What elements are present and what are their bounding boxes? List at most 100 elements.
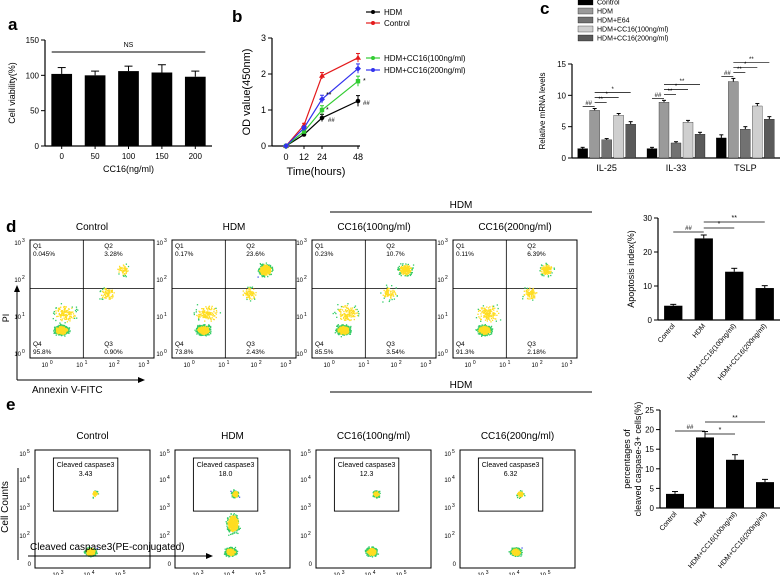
- d-scatter-point: [204, 314, 207, 316]
- a-x-label: CC16(ng/ml): [103, 164, 154, 174]
- d-scatter-point: [64, 314, 67, 316]
- d-scatter-point: [255, 291, 257, 294]
- d-scatter-point: [54, 328, 56, 330]
- d-scatter-point: [344, 306, 346, 308]
- d-scatter-point: [113, 292, 115, 294]
- d-x-tick-base: 10: [280, 363, 287, 369]
- d-scatter-point: [108, 291, 110, 294]
- d-scatter-point: [198, 316, 200, 318]
- d-scatter-point: [249, 297, 251, 300]
- d-scatter-point: [55, 330, 58, 332]
- d-scatter-point: [340, 315, 342, 318]
- d-scatter-point: [198, 311, 201, 313]
- d-scatter-point: [58, 332, 60, 335]
- d-scatter-point: [124, 270, 126, 272]
- d-scatter-point: [106, 291, 108, 294]
- d-scatter-point: [346, 316, 348, 318]
- b-point: [319, 115, 325, 121]
- d-scatter-point: [342, 329, 345, 332]
- d-scatter-point: [67, 319, 70, 321]
- d-scatter-point: [264, 274, 266, 276]
- d-scatter-point: [71, 306, 73, 308]
- d-scatter-point: [206, 334, 209, 336]
- d-scatter-point: [345, 327, 347, 329]
- d-scatter-point: [200, 331, 202, 334]
- d-scatter-point: [392, 291, 394, 293]
- d-scatter-point: [266, 268, 268, 270]
- d-quadrant-value: 0.90%: [104, 349, 123, 356]
- d-scatter-point: [205, 325, 208, 328]
- d-scatter-point: [259, 266, 262, 268]
- d-quadrant-name: Q1: [315, 243, 324, 250]
- d-scatter-point: [391, 285, 393, 287]
- d-scatter-point: [247, 296, 249, 298]
- b-legend-label: HDM: [384, 8, 403, 17]
- d-scatter-point: [388, 287, 391, 290]
- d-scatter-point: [102, 295, 105, 297]
- d-scatter-point: [341, 324, 343, 326]
- d-quadrant-name: Q4: [33, 341, 42, 348]
- d-scatter-point: [402, 270, 404, 272]
- d-scatter-point: [66, 332, 68, 334]
- c-legend-swatch: [577, 25, 594, 33]
- d-scatter-point: [390, 290, 392, 292]
- d-scatter-point: [65, 306, 67, 308]
- d-scatter-point: [343, 327, 346, 329]
- d-scatter-point: [345, 326, 347, 328]
- d-scatter-point: [64, 328, 67, 331]
- d-scatter-point: [215, 313, 218, 315]
- d-scatter-point: [399, 273, 402, 275]
- b-point: [301, 125, 307, 131]
- d-scatter-point: [215, 316, 217, 319]
- d-scatter-point: [268, 265, 270, 268]
- d-scatter-point: [349, 319, 351, 322]
- d-scatter-point: [264, 270, 266, 272]
- d-scatter-point: [341, 305, 344, 308]
- d-scatter-point: [206, 311, 208, 313]
- d-scatter-point: [61, 318, 63, 320]
- d-scatter-point: [204, 320, 206, 322]
- d-scatter-point: [196, 326, 199, 328]
- d-scatter-point: [340, 317, 342, 320]
- a-ns-label: NS: [124, 42, 134, 49]
- d-scatter-point: [255, 294, 257, 296]
- a-x-tick-label: 50: [91, 152, 100, 161]
- d-scatter-point: [60, 314, 62, 316]
- d-scatter-point: [338, 331, 340, 334]
- d-scatter-point: [398, 273, 401, 275]
- d-scatter-point: [58, 313, 61, 316]
- d-scatter-point: [206, 332, 208, 334]
- d-y-tick-exp: 3: [22, 238, 25, 244]
- d-scatter-point: [392, 289, 394, 291]
- d-scatter-point: [268, 273, 270, 275]
- d-scatter-point: [207, 331, 209, 334]
- d-scatter-point: [213, 315, 216, 317]
- d-scatter-point: [271, 267, 274, 270]
- d-scatter-point: [195, 311, 197, 313]
- b-y-tick-label: 2: [261, 69, 266, 79]
- d-scatter-point: [349, 314, 352, 316]
- d-scatter-point: [346, 307, 348, 309]
- d-scatter-point: [63, 305, 66, 308]
- c-significance-label: *: [675, 84, 678, 90]
- d-scatter-point: [197, 329, 199, 331]
- d-scatter-point: [356, 314, 359, 317]
- d-scatter-point: [65, 315, 67, 318]
- d-scatter-point: [201, 326, 203, 328]
- d-scatter-point: [123, 270, 125, 272]
- d-quadrant-name: Q1: [175, 243, 184, 250]
- b-point: [355, 79, 361, 84]
- d-scatter-point: [207, 312, 210, 314]
- d-scatter-point: [343, 313, 345, 315]
- d-scatter-point: [391, 298, 393, 301]
- d-scatter-point: [61, 326, 64, 328]
- d-scatter-point: [261, 266, 264, 269]
- d-scatter-point: [340, 308, 342, 311]
- c-y-tick-label: 10: [557, 91, 566, 100]
- d-scatter-point: [346, 309, 349, 312]
- d-quadrant-value: 23.6%: [246, 251, 265, 258]
- d-quadrant-value: 10.7%: [386, 251, 405, 258]
- d-scatter-point: [63, 331, 65, 333]
- d-scatter-point: [249, 293, 251, 296]
- d-scatter-point: [261, 270, 264, 272]
